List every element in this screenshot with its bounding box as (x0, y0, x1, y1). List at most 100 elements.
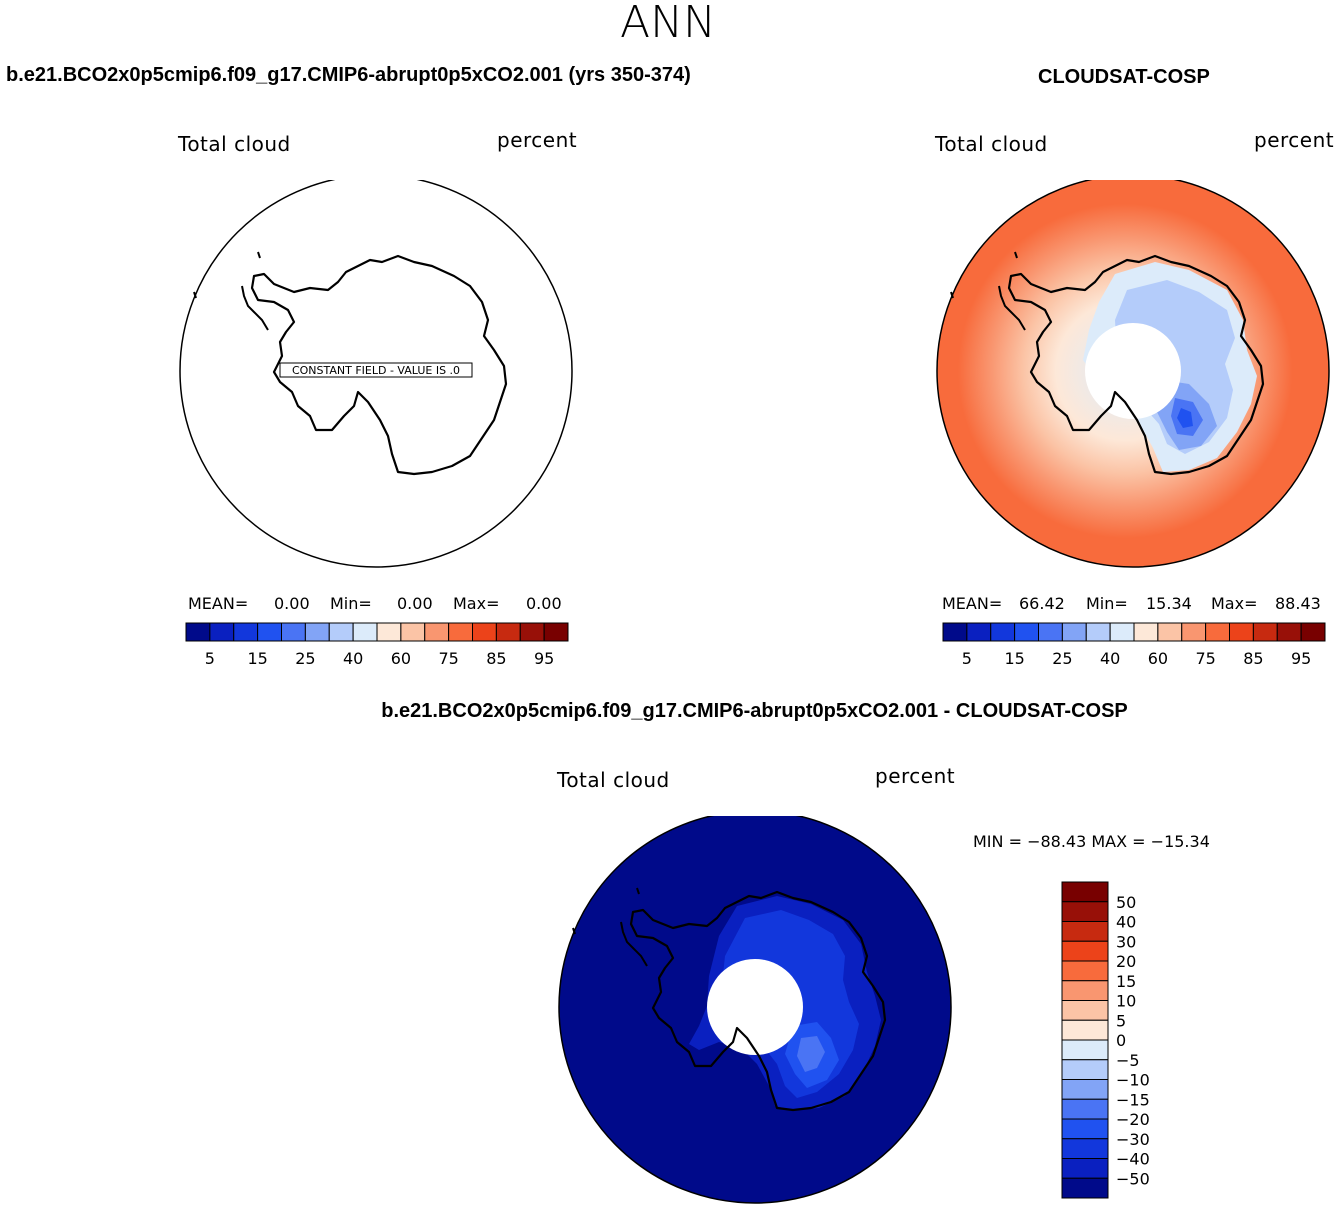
diff-colorbar-box-9 (1061, 1059, 1109, 1080)
diff-colorbar-box-13 (1061, 1138, 1109, 1159)
diff-sub-antarctic-island (572, 927, 576, 935)
diff-colorbar-box-7 (1061, 1019, 1109, 1041)
obs-colorbar-box-11 (1205, 622, 1230, 642)
obs-colorbar-tick-5: 75 (1195, 649, 1215, 668)
case-min-label: Min= (330, 594, 372, 613)
obs-min-label: Min= (1086, 594, 1128, 613)
obs-colorbar-box-3 (1014, 622, 1039, 642)
obs-variable-label: Total cloud (935, 132, 1048, 156)
diff-colorbar-tick-14: −50 (1116, 1169, 1150, 1188)
case-colorbar-tick-3: 40 (343, 649, 363, 668)
obs-colorbar-tick-7: 95 (1291, 649, 1311, 668)
case-map: CONSTANT FIELD - VALUE IS .0 (179, 180, 573, 568)
obs-panel-title: CLOUDSAT-COSP (1038, 66, 1210, 88)
antarctic-peninsula-island (241, 285, 269, 331)
sub-antarctic-island-2 (257, 251, 261, 259)
case-max-label: Max= (453, 594, 500, 613)
diff-polar-hole (707, 959, 803, 1055)
obs-colorbar-box-10 (1181, 622, 1207, 642)
case-colorbar-box-9 (400, 622, 426, 642)
diff-colorbar-box-11 (1061, 1098, 1109, 1120)
diff-variable-label: Total cloud (557, 768, 670, 792)
diff-colorbar-tick-4: 15 (1116, 972, 1136, 991)
antarctica-coastline (250, 254, 508, 476)
case-mean-label: MEAN= (188, 594, 249, 613)
case-colorbar-box-15 (543, 622, 569, 642)
obs-map (936, 180, 1330, 568)
constant-field-text: CONSTANT FIELD - VALUE IS .0 (292, 364, 460, 377)
case-colorbar-box-13 (495, 622, 521, 642)
case-colorbar-tick-6: 85 (486, 649, 506, 668)
obs-polar-hole (1085, 323, 1181, 419)
diff-colorbar-tick-9: −10 (1116, 1071, 1150, 1090)
diff-east-core (797, 1036, 825, 1072)
obs-colorbar-box-2 (990, 622, 1016, 642)
diff-colorbar-tick-10: −15 (1116, 1090, 1150, 1109)
diff-colorbar-box-0 (1061, 881, 1109, 903)
obs-peninsula-island (998, 285, 1026, 331)
obs-colorbar-box-0 (942, 622, 968, 642)
case-colorbar-tick-0: 5 (205, 649, 215, 668)
obs-sub-antarctic-island-2 (1014, 251, 1018, 259)
sub-antarctic-island (193, 291, 197, 299)
obs-colorbar-tick-2: 25 (1052, 649, 1072, 668)
case-colorbar-tick-1: 15 (247, 649, 267, 668)
obs-sub-antarctic-island (950, 291, 954, 299)
case-max-value: 0.00 (526, 594, 562, 613)
obs-colorbar-box-8 (1133, 622, 1159, 642)
case-colorbar-box-1 (209, 622, 235, 642)
case-colorbar: 5 15 25 40 60 75 85 95 (185, 622, 569, 668)
obs-colorbar-tick-4: 60 (1148, 649, 1168, 668)
obs-mean-value: 66.42 (1019, 594, 1065, 613)
obs-colorbar-box-12 (1229, 622, 1254, 642)
case-colorbar-box-7 (352, 622, 378, 642)
diff-colorbar-box-8 (1061, 1039, 1109, 1061)
diff-colorbar-box-15 (1061, 1177, 1109, 1199)
case-colorbar-box-12 (472, 622, 497, 642)
diff-colorbar-tick-5: 10 (1116, 992, 1136, 1011)
diff-colorbar-tick-1: 40 (1116, 913, 1136, 932)
case-min-value: 0.00 (397, 594, 433, 613)
obs-colorbar-tick-1: 15 (1004, 649, 1024, 668)
obs-colorbar-box-15 (1300, 622, 1326, 642)
diff-colorbar-tick-7: 0 (1116, 1031, 1126, 1050)
obs-colorbar-box-5 (1061, 622, 1087, 642)
case-units-label: percent (497, 128, 578, 152)
obs-colorbar-box-9 (1157, 622, 1183, 642)
constant-field-box (279, 362, 473, 378)
case-colorbar-box-6 (328, 622, 354, 642)
diff-colorbar-tick-11: −20 (1116, 1110, 1150, 1129)
diff-colorbar-box-4 (1061, 960, 1109, 982)
obs-colorbar-box-13 (1252, 622, 1278, 642)
season-title: ANN (620, 0, 716, 48)
case-colorbar-tick-2: 25 (295, 649, 315, 668)
case-colorbar-tick-4: 60 (391, 649, 411, 668)
obs-colorbar-tick-3: 40 (1100, 649, 1120, 668)
diff-panel-title: b.e21.BCO2x0p5cmip6.f09_g17.CMIP6-abrupt… (381, 700, 1128, 722)
diff-colorbar-box-3 (1061, 940, 1109, 962)
case-colorbar-tick-7: 95 (534, 649, 554, 668)
diff-colorbar-box-2 (1061, 921, 1109, 942)
obs-colorbar-tick-6: 85 (1243, 649, 1263, 668)
diff-minmax: MIN = −88.43 MAX = −15.34 (973, 832, 1210, 851)
diff-colorbar-box-6 (1061, 1000, 1109, 1021)
diff-colorbar-tick-3: 20 (1116, 952, 1136, 971)
obs-colorbar-box-7 (1109, 622, 1135, 642)
obs-min-value: 15.34 (1146, 594, 1192, 613)
case-colorbar-box-11 (448, 622, 473, 642)
diff-colorbar-box-5 (1061, 980, 1109, 1001)
diff-colorbar-tick-2: 30 (1116, 932, 1136, 951)
diff-sub-antarctic-island-2 (636, 887, 640, 895)
diff-colorbar-tick-0: 50 (1116, 893, 1136, 912)
obs-colorbar-box-4 (1038, 622, 1063, 642)
obs-max-value: 88.43 (1275, 594, 1321, 613)
diff-colorbar-tick-12: −30 (1116, 1130, 1150, 1149)
case-colorbar-box-8 (376, 622, 402, 642)
diff-colorbar-box-14 (1061, 1158, 1109, 1179)
obs-mean-label: MEAN= (942, 594, 1003, 613)
diff-colorbar-tick-6: 5 (1116, 1011, 1126, 1030)
diff-colorbar-box-10 (1061, 1079, 1109, 1100)
obs-colorbar-box-6 (1085, 622, 1111, 642)
case-colorbar-box-0 (185, 622, 211, 642)
obs-min-cloud-region (1177, 408, 1193, 428)
